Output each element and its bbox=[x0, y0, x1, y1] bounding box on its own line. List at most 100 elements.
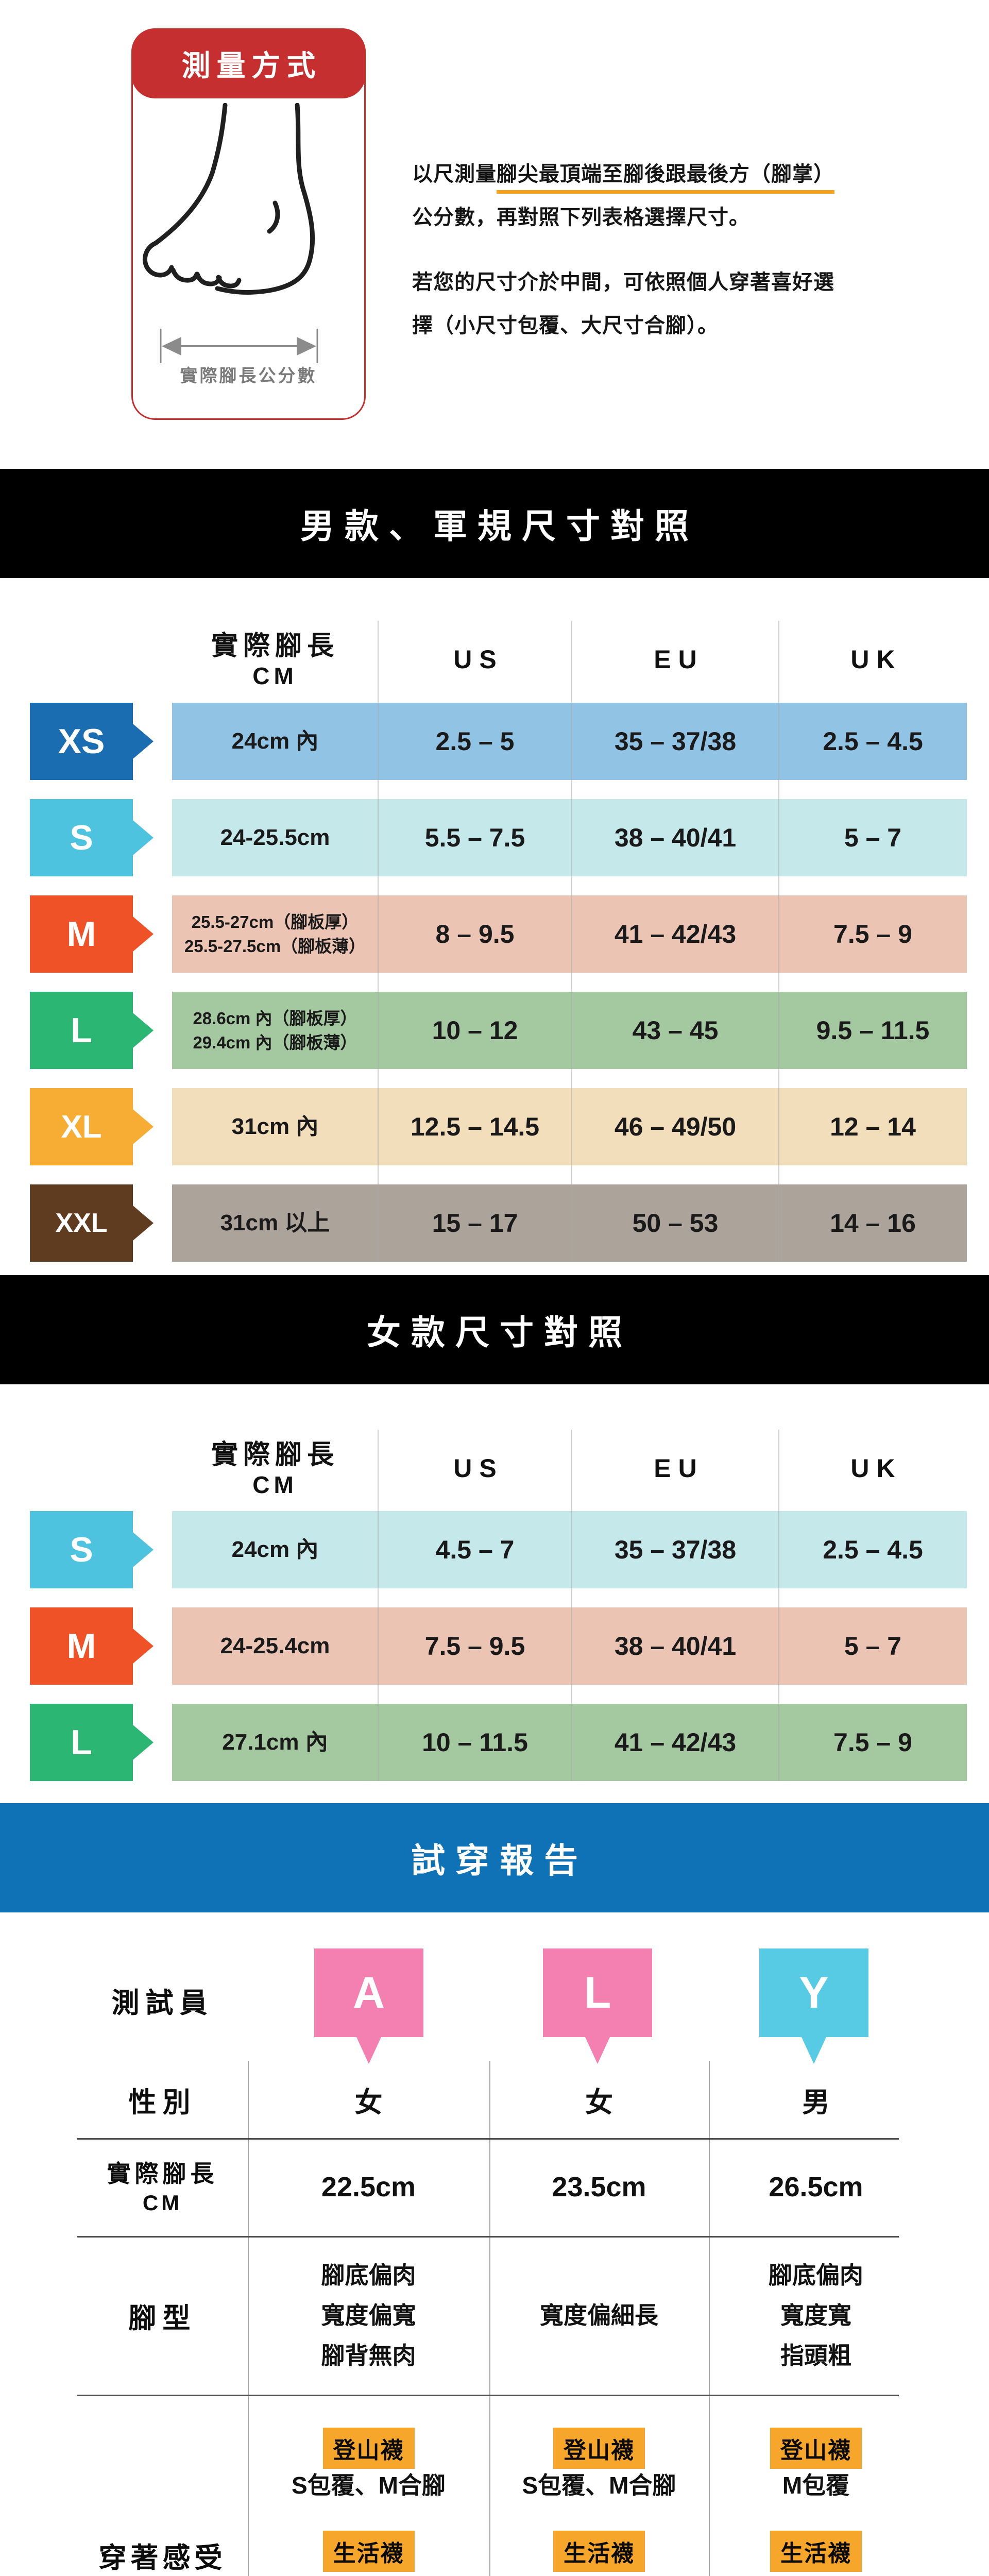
size-tag-label: S bbox=[70, 818, 93, 857]
size-tag-arrow bbox=[133, 820, 154, 855]
instruction-underlined: 腳尖最頂端至腳後跟最後方（腳掌） bbox=[497, 163, 834, 194]
mens-row-xs: XS 24cm 內 2.5 – 5 35 – 37/38 2.5 – 4.5 bbox=[0, 703, 989, 780]
instruction-prefix: 以尺測量 bbox=[412, 163, 497, 185]
size-tag-l: L bbox=[30, 1704, 133, 1781]
size-tag-arrow bbox=[133, 917, 154, 952]
tester-tag-pointer bbox=[585, 2037, 610, 2064]
column-divider bbox=[778, 1430, 779, 1781]
womens-row-m: M 24-25.4cm 7.5 – 9.5 38 – 40/41 5 – 7 bbox=[0, 1607, 989, 1685]
cell-cm: 28.6cm 內（腳板厚） 29.4cm 內（腳板薄） bbox=[193, 1009, 357, 1052]
column-divider bbox=[571, 1430, 572, 1781]
cell-cm: 24cm 內 bbox=[231, 1537, 319, 1562]
foot-shape-l: 寬度偏細長 bbox=[540, 2302, 658, 2329]
row-cells: 25.5-27cm（腳板厚） 25.5-27.5cm（腳板薄） 8 – 9.5 4… bbox=[172, 895, 967, 973]
womens-section-banner: 女款尺寸對照 bbox=[0, 1275, 989, 1384]
experience-a-text-2: S合腳、M太大 bbox=[249, 2570, 488, 2576]
cell-us: 4.5 – 7 bbox=[435, 1535, 515, 1564]
experience-y-tag-1: 登山襪 bbox=[710, 2428, 922, 2469]
gender-value-l: 女 bbox=[585, 2087, 613, 2118]
row-cells: 31cm 以上 15 – 17 50 – 53 14 – 16 bbox=[172, 1184, 967, 1262]
size-tag-xs: XS bbox=[30, 703, 133, 780]
experience-l-tag-2: 生活襪 bbox=[490, 2531, 708, 2572]
foot-shape-y: 腳底偏肉 寬度寬 指頭粗 bbox=[769, 2262, 863, 2369]
size-tag-arrow bbox=[133, 724, 154, 759]
row-cells: 24-25.4cm 7.5 – 9.5 38 – 40/41 5 – 7 bbox=[172, 1607, 967, 1685]
size-tag-label: XL bbox=[61, 1109, 102, 1145]
gender-value-a: 女 bbox=[354, 2087, 383, 2118]
cell-eu: 35 – 37/38 bbox=[614, 727, 737, 756]
tester-tag-pointer bbox=[356, 2037, 381, 2064]
instruction-suffix: 公分數，再對照下列表格選擇尺寸。 bbox=[412, 206, 750, 229]
foot-length-value-a: 22.5cm bbox=[321, 2172, 416, 2202]
report-label-tester: 測試員 bbox=[111, 1987, 214, 2019]
cell-uk: 7.5 – 9 bbox=[833, 1728, 912, 1757]
foot-toe-4 bbox=[216, 275, 242, 289]
cell-us: 8 – 9.5 bbox=[435, 920, 515, 948]
cell-us: 10 – 12 bbox=[432, 1016, 518, 1045]
mens-table-header: 實際腳長 CM US EU UK bbox=[0, 621, 989, 698]
column-header-eu: EU bbox=[654, 645, 704, 674]
header-cm-line2: CM bbox=[252, 1471, 298, 1498]
cell-us: 10 – 11.5 bbox=[422, 1728, 528, 1757]
mens-row-s: S 24-25.5cm 5.5 – 7.5 38 – 40/41 5 – 7 bbox=[0, 799, 989, 876]
column-header-us: US bbox=[453, 645, 504, 674]
column-divider bbox=[778, 621, 779, 1262]
size-tag-label: S bbox=[70, 1530, 93, 1569]
cell-cm: 24-25.5cm bbox=[220, 825, 330, 850]
column-header-eu: EU bbox=[654, 1454, 704, 1483]
report-label-foot-length: 實際腳長 CM bbox=[107, 2160, 218, 2215]
cell-uk: 5 – 7 bbox=[844, 823, 902, 852]
experience-l-tag-1: 登山襪 bbox=[490, 2428, 708, 2469]
foot-length-label: 實際腳長公分數 bbox=[180, 366, 317, 386]
experience-a-text-1: S包覆、M合腳 bbox=[292, 2472, 446, 2499]
report-column-divider bbox=[248, 2061, 249, 2576]
cell-cm: 31cm 以上 bbox=[220, 1210, 330, 1235]
header-cm-line1: 實際腳長 bbox=[211, 1440, 339, 1470]
tester-tag-y: Y bbox=[759, 1948, 868, 2037]
foot-toe-2 bbox=[170, 267, 199, 283]
size-tag-m: M bbox=[30, 1607, 133, 1685]
cell-us: 7.5 – 9.5 bbox=[424, 1632, 525, 1660]
row-cells: 24cm 內 4.5 – 7 35 – 37/38 2.5 – 4.5 bbox=[172, 1511, 967, 1588]
report-label-experience: 穿著感受 bbox=[98, 2542, 227, 2573]
size-tag-arrow bbox=[133, 1532, 154, 1567]
cell-us: 2.5 – 5 bbox=[435, 727, 515, 756]
cell-us: 12.5 – 14.5 bbox=[410, 1112, 540, 1141]
column-header-cm: 實際腳長 CM bbox=[172, 621, 378, 698]
row-cells: 24cm 內 2.5 – 5 35 – 37/38 2.5 – 4.5 bbox=[172, 703, 967, 780]
size-tag-xl: XL bbox=[30, 1088, 133, 1165]
size-tag-label: L bbox=[71, 1723, 92, 1762]
cell-us: 15 – 17 bbox=[432, 1209, 518, 1238]
size-tag-xxl: XXL bbox=[30, 1184, 133, 1262]
size-tag-m: M bbox=[30, 895, 133, 973]
size-tag-arrow bbox=[133, 1629, 154, 1664]
cell-us: 5.5 – 7.5 bbox=[424, 823, 525, 852]
row-cells: 24-25.5cm 5.5 – 7.5 38 – 40/41 5 – 7 bbox=[172, 799, 967, 876]
tester-tag-l: L bbox=[543, 1948, 652, 2037]
header-cm-line1: 實際腳長 bbox=[211, 631, 339, 661]
cell-cm: 27.1cm 內 bbox=[222, 1730, 328, 1755]
cell-uk: 14 – 16 bbox=[830, 1209, 916, 1238]
report-column-divider bbox=[489, 2061, 490, 2576]
size-tag-s: S bbox=[30, 799, 133, 876]
column-header-uk: UK bbox=[850, 1454, 902, 1483]
womens-banner-title: 女款尺寸對照 bbox=[367, 1313, 633, 1351]
mens-row-xxl: XXL 31cm 以上 15 – 17 50 – 53 14 – 16 bbox=[0, 1184, 989, 1262]
report-column-divider bbox=[709, 2061, 710, 2576]
foot-shape-a: 腳底偏肉 寬度偏寬 腳背無肉 bbox=[321, 2262, 416, 2369]
foot-front-outline bbox=[153, 103, 228, 246]
size-tag-arrow bbox=[133, 1725, 154, 1760]
measurement-badge: 測量方式 bbox=[131, 28, 366, 98]
row-cells: 31cm 內 12.5 – 14.5 46 – 49/50 12 – 14 bbox=[172, 1088, 967, 1165]
cell-eu: 35 – 37/38 bbox=[614, 1535, 737, 1564]
mens-row-xl: XL 31cm 內 12.5 – 14.5 46 – 49/50 12 – 14 bbox=[0, 1088, 989, 1165]
size-tag-label: XXL bbox=[55, 1208, 108, 1238]
column-divider bbox=[378, 1430, 379, 1781]
tester-tag-pointer bbox=[802, 2037, 826, 2064]
tester-tag-letter: L bbox=[584, 1968, 611, 2018]
mens-section-banner: 男款、軍規尺寸對照 bbox=[0, 469, 989, 578]
cell-uk: 12 – 14 bbox=[830, 1112, 916, 1141]
report-row-divider bbox=[77, 2236, 899, 2238]
cell-uk: 2.5 – 4.5 bbox=[823, 1535, 923, 1564]
